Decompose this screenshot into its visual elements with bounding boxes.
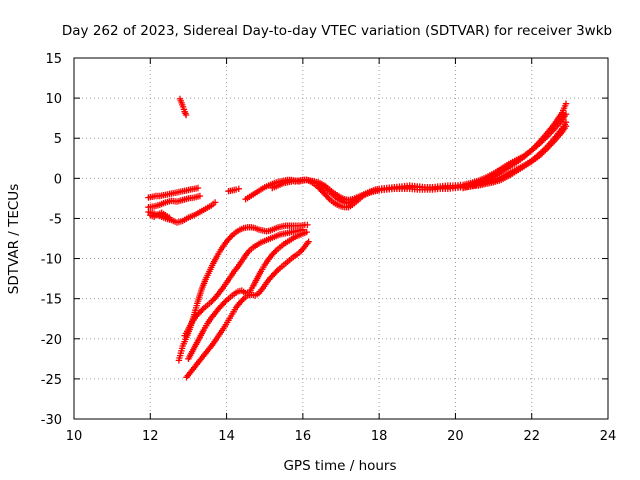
y-tick-label: 15 <box>45 52 62 67</box>
data-point <box>562 123 570 130</box>
x-tick-label: 24 <box>600 429 617 444</box>
data-point <box>211 199 219 206</box>
data-point <box>239 296 246 304</box>
y-tick-label: -20 <box>41 333 62 348</box>
grid-lines <box>74 58 608 419</box>
data-point <box>325 194 332 202</box>
x-tick-label: 16 <box>295 429 312 444</box>
data-point <box>194 184 202 192</box>
y-tick-label: -30 <box>41 413 62 428</box>
data-point <box>199 306 206 313</box>
y-tick-label: -25 <box>41 373 62 388</box>
data-point <box>196 192 204 200</box>
y-tick-label: -5 <box>49 212 62 227</box>
x-tick-label: 18 <box>371 429 388 444</box>
data-point <box>304 221 311 229</box>
y-tick-label: 10 <box>45 92 62 107</box>
y-tick-label: 5 <box>54 132 62 147</box>
data-point <box>182 111 190 119</box>
x-tick-label: 22 <box>523 429 540 444</box>
data-point <box>227 233 235 240</box>
data-point <box>303 228 310 236</box>
x-tick-label: 12 <box>142 429 159 444</box>
x-tick-label: 10 <box>66 429 83 444</box>
data-point <box>222 298 229 305</box>
y-tick-label: -15 <box>41 293 62 308</box>
y-tick-label: 0 <box>54 172 62 187</box>
y-axis-label: SDTVAR / TECUs <box>6 184 22 294</box>
chart-title: Day 262 of 2023, Sidereal Day-to-day VTE… <box>62 23 612 39</box>
data-point <box>271 248 279 256</box>
x-tick-label: 14 <box>218 429 235 444</box>
axis-ticks: 10 12 14 16 18 20 22 24 -30 -25 -20 -15 -10 -5 0 5 10 15 <box>41 52 617 444</box>
x-tick-label: 20 <box>447 429 464 444</box>
data-point <box>562 100 570 107</box>
data-points <box>145 95 570 381</box>
data-point <box>305 238 312 245</box>
data-point <box>166 214 173 221</box>
plot-frame <box>73 57 609 420</box>
y-tick-label: -10 <box>41 253 62 268</box>
x-axis-label: GPS time / hours <box>283 458 396 474</box>
data-point <box>273 267 280 275</box>
data-point <box>235 185 242 192</box>
